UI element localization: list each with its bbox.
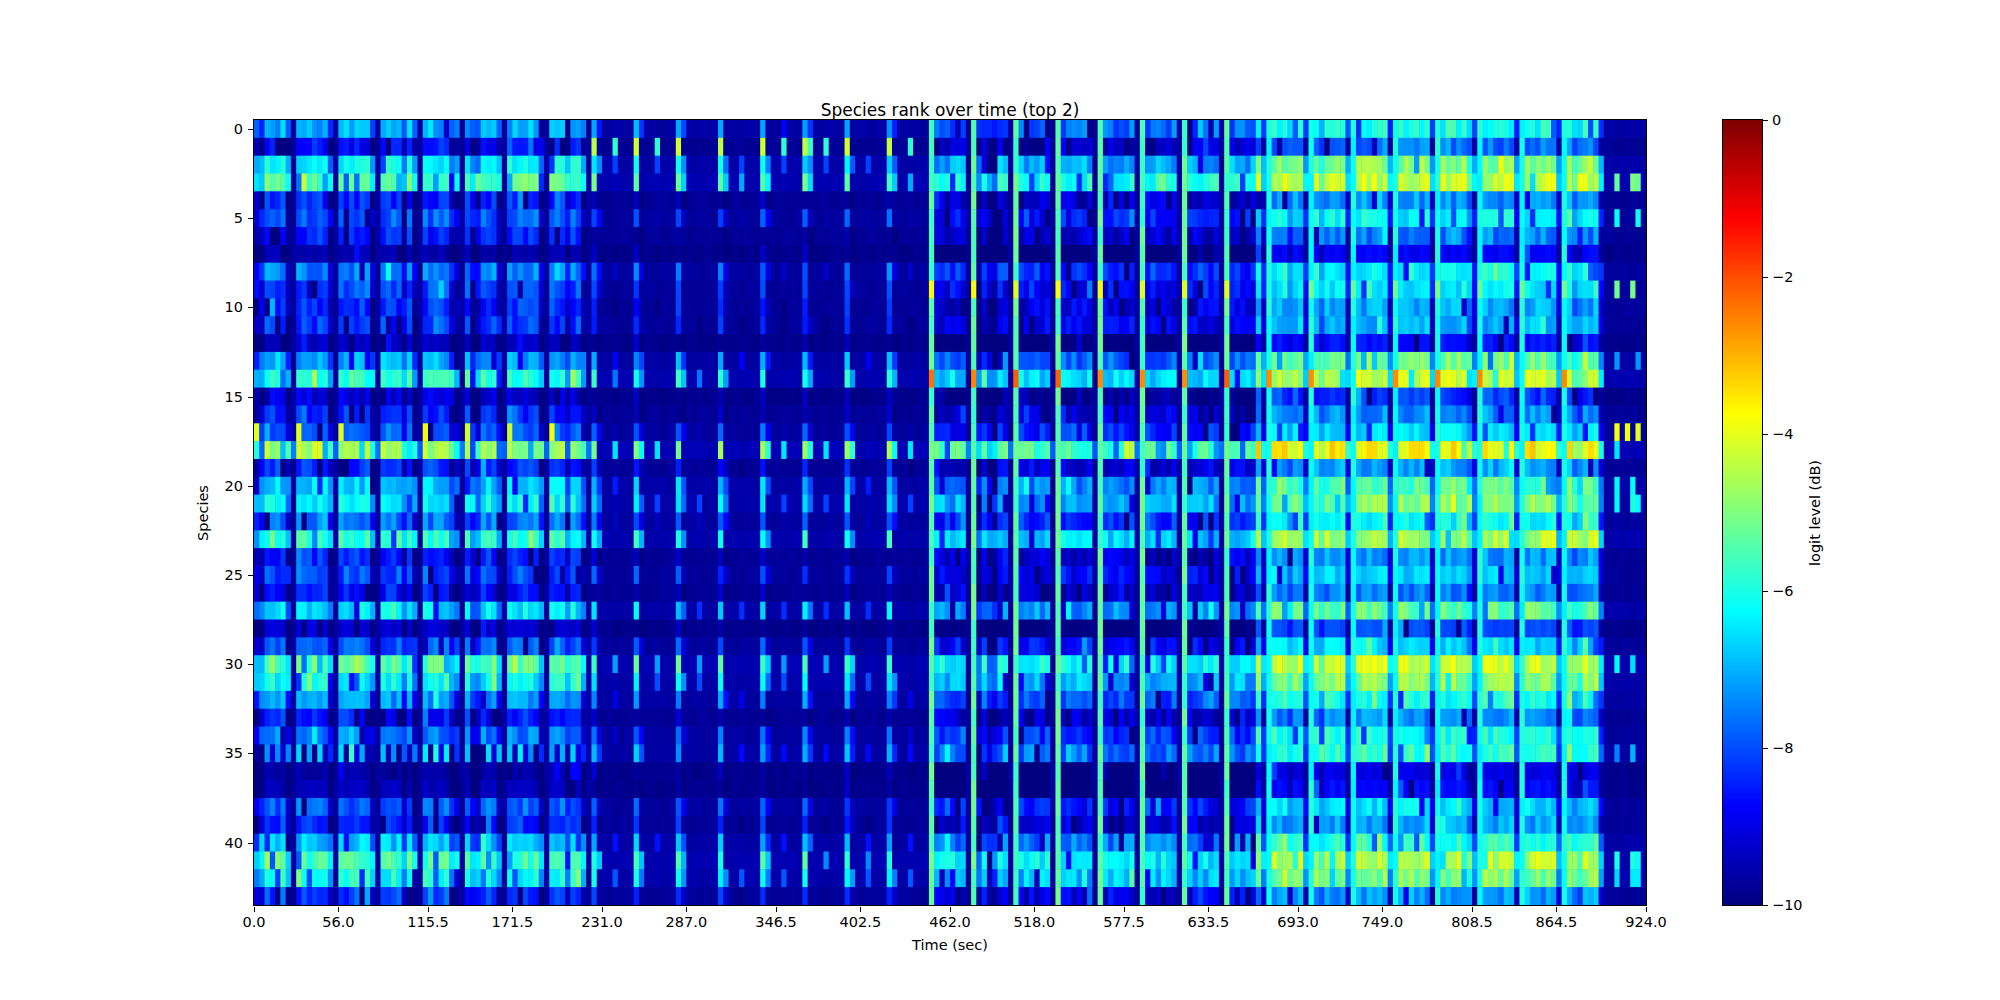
x-tick-label: 402.5 [840, 914, 882, 930]
colorbar-tick-label: −10 [1772, 897, 1803, 913]
x-tick-label: 864.5 [1536, 914, 1578, 930]
x-tick-label: 56.0 [322, 914, 354, 930]
y-tick-mark [248, 307, 253, 308]
x-tick-label: 808.5 [1451, 914, 1493, 930]
colorbar-tick-label: −4 [1772, 426, 1793, 442]
y-tick-mark [248, 129, 253, 130]
x-tick-label: 462.0 [929, 914, 971, 930]
y-tick-label: 0 [211, 121, 243, 137]
x-tick-label: 749.0 [1362, 914, 1404, 930]
x-tick-mark [950, 907, 951, 912]
x-tick-mark [1472, 907, 1473, 912]
y-tick-label: 40 [211, 835, 243, 851]
heatmap-canvas [254, 120, 1646, 905]
x-tick-mark [1646, 907, 1647, 912]
x-tick-label: 115.5 [407, 914, 449, 930]
x-tick-mark [686, 907, 687, 912]
y-tick-mark [248, 753, 253, 754]
y-tick-label: 10 [211, 299, 243, 315]
colorbar-tick-mark [1763, 120, 1768, 121]
y-tick-mark [248, 843, 253, 844]
x-tick-label: 577.5 [1103, 914, 1145, 930]
y-tick-mark [248, 664, 253, 665]
y-axis-label: Species [195, 485, 211, 541]
x-tick-mark [1124, 907, 1125, 912]
x-tick-label: 346.5 [755, 914, 797, 930]
colorbar-tick-mark [1763, 434, 1768, 435]
x-tick-label: 171.5 [492, 914, 534, 930]
x-tick-mark [1034, 907, 1035, 912]
x-tick-label: 287.0 [666, 914, 708, 930]
x-tick-label: 518.0 [1014, 914, 1056, 930]
y-tick-label: 5 [211, 210, 243, 226]
colorbar-tick-label: −2 [1772, 269, 1793, 285]
colorbar-tick-label: −6 [1772, 583, 1793, 599]
colorbar-canvas [1723, 120, 1762, 905]
x-tick-label: 0.0 [242, 914, 265, 930]
y-tick-label: 35 [211, 745, 243, 761]
x-tick-label: 693.0 [1277, 914, 1319, 930]
y-tick-mark [248, 218, 253, 219]
colorbar-tick-mark [1763, 905, 1768, 906]
y-tick-mark [248, 486, 253, 487]
x-tick-mark [1382, 907, 1383, 912]
x-tick-label: 231.0 [581, 914, 623, 930]
x-tick-mark [1298, 907, 1299, 912]
colorbar-tick-label: −8 [1772, 740, 1793, 756]
y-tick-label: 25 [211, 567, 243, 583]
x-tick-mark [512, 907, 513, 912]
x-tick-mark [338, 907, 339, 912]
x-tick-mark [860, 907, 861, 912]
y-tick-label: 30 [211, 656, 243, 672]
colorbar-tick-label: 0 [1772, 112, 1781, 128]
y-tick-label: 20 [211, 478, 243, 494]
x-tick-mark [776, 907, 777, 912]
colorbar-tick-mark [1763, 591, 1768, 592]
y-tick-mark [248, 397, 253, 398]
x-tick-mark [1208, 907, 1209, 912]
colorbar-tick-mark [1763, 277, 1768, 278]
y-tick-mark [248, 575, 253, 576]
x-tick-mark [428, 907, 429, 912]
x-tick-mark [1556, 907, 1557, 912]
y-tick-label: 15 [211, 389, 243, 405]
x-tick-label: 633.5 [1188, 914, 1230, 930]
colorbar-label: logit level (dB) [1807, 460, 1823, 566]
x-axis-label: Time (sec) [254, 937, 1646, 953]
colorbar-tick-mark [1763, 748, 1768, 749]
x-tick-mark [254, 907, 255, 912]
x-tick-label: 924.0 [1625, 914, 1667, 930]
x-tick-mark [602, 907, 603, 912]
chart-title: Species rank over time (top 2) [254, 100, 1646, 120]
